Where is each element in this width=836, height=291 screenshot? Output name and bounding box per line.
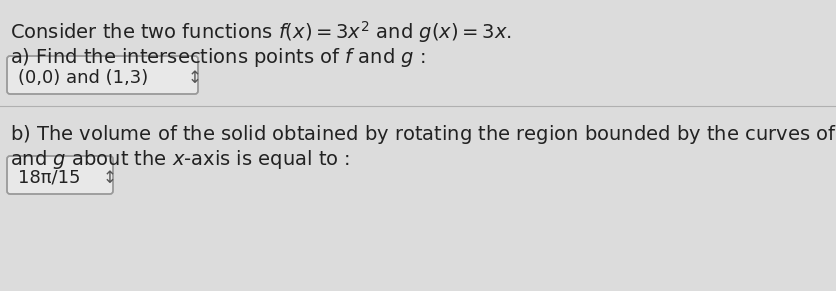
Text: Consider the two functions $f(x) = 3x^2$ and $g(x) = 3x$.: Consider the two functions $f(x) = 3x^2$… (10, 19, 512, 45)
Text: and $g$ about the $x$-axis is equal to :: and $g$ about the $x$-axis is equal to : (10, 148, 349, 171)
Text: 18π/15: 18π/15 (18, 169, 80, 187)
Text: b) The volume of the solid obtained by rotating the region bounded by the curves: b) The volume of the solid obtained by r… (10, 123, 836, 146)
Text: ↕: ↕ (103, 169, 117, 187)
Text: a) Find the intersections points of $f$ and $g$ :: a) Find the intersections points of $f$ … (10, 46, 425, 69)
Text: ↕: ↕ (188, 69, 201, 87)
FancyBboxPatch shape (7, 56, 198, 94)
Text: (0,0) and (1,3): (0,0) and (1,3) (18, 69, 148, 87)
FancyBboxPatch shape (7, 156, 113, 194)
